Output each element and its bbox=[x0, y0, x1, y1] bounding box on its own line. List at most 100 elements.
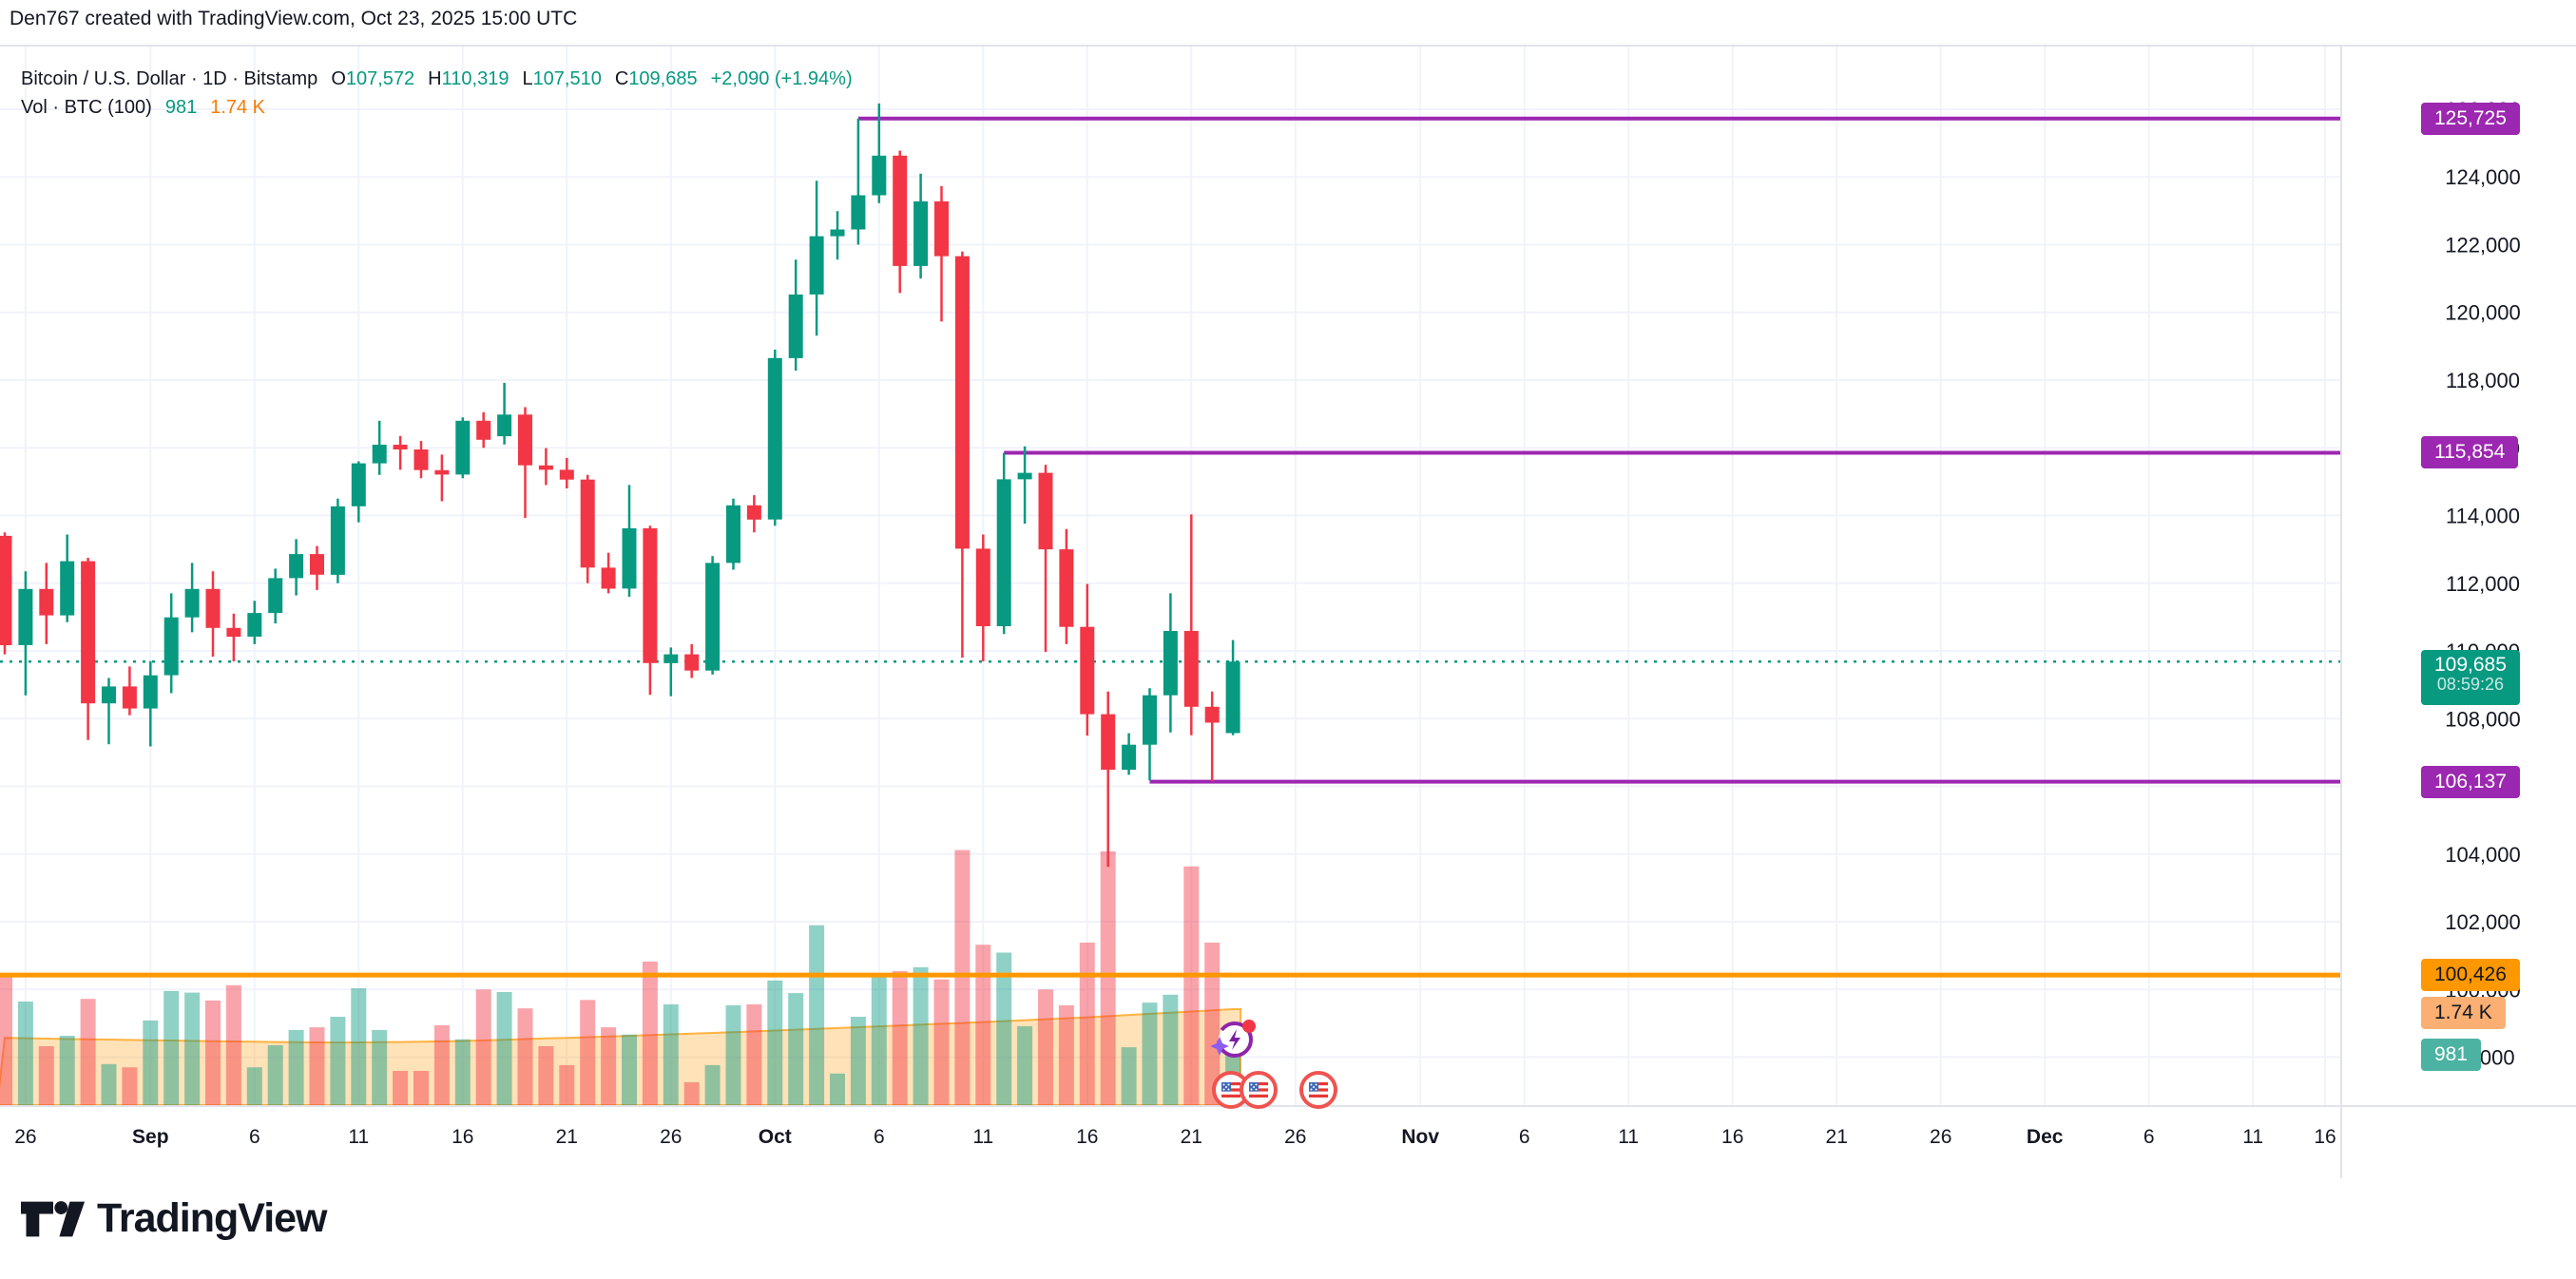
candle-body bbox=[1143, 695, 1157, 745]
x-axis-tick: 26 bbox=[1284, 1126, 1306, 1148]
volume-bar bbox=[1100, 851, 1116, 1105]
volume-bar bbox=[122, 1067, 138, 1105]
volume-bar bbox=[163, 990, 180, 1105]
candle-body bbox=[1225, 661, 1240, 734]
change-value: +2,090 (+1.94%) bbox=[710, 68, 853, 89]
volume-bar bbox=[1079, 943, 1095, 1105]
volume-bar bbox=[559, 1064, 575, 1105]
volume-indicator-title[interactable]: Vol · BTC (100) bbox=[21, 97, 152, 118]
candle-body bbox=[455, 420, 471, 475]
x-axis-tick: Dec bbox=[2027, 1126, 2064, 1148]
volume-bar bbox=[642, 961, 658, 1105]
candle-body bbox=[268, 578, 283, 614]
candle-body bbox=[122, 686, 137, 709]
volume-bar bbox=[601, 1027, 617, 1105]
volume-bar bbox=[788, 993, 804, 1105]
vol-value-badge: 981 bbox=[2421, 1039, 2482, 1071]
volume-bar bbox=[1038, 989, 1053, 1105]
us-flag-event-icon[interactable] bbox=[1239, 1070, 1278, 1110]
candle-body bbox=[538, 465, 553, 470]
candle-body bbox=[476, 420, 491, 440]
candle-body bbox=[0, 535, 12, 645]
close-label: C bbox=[614, 68, 629, 89]
y-axis-tick: 120,000 bbox=[2445, 301, 2521, 325]
x-axis-tick: 16 bbox=[452, 1126, 473, 1148]
y-axis-tick: 104,000 bbox=[2445, 843, 2521, 867]
candle-body bbox=[289, 554, 304, 579]
x-axis-tick: 6 bbox=[874, 1126, 885, 1148]
volume-bar bbox=[288, 1029, 304, 1105]
candle-body bbox=[622, 528, 637, 589]
candle-body bbox=[684, 654, 700, 671]
current-price-badge: 109,685 08:59:26 bbox=[2421, 650, 2520, 705]
candle-body bbox=[601, 567, 616, 589]
volume-bar bbox=[80, 999, 96, 1105]
volume-current-value: 981 bbox=[164, 97, 198, 118]
candle-body bbox=[580, 479, 595, 568]
attribution-text: Den767 created with TradingView.com, Oct… bbox=[10, 8, 578, 29]
candle-body bbox=[788, 294, 803, 358]
volume-bar bbox=[475, 989, 491, 1105]
level-125725-badge: 125,725 bbox=[2421, 103, 2520, 135]
volume-bar bbox=[830, 1073, 845, 1105]
candle-body bbox=[393, 445, 408, 449]
volume-bar bbox=[267, 1044, 283, 1105]
level-115854-badge: 115,854 bbox=[2421, 436, 2519, 468]
candle-body bbox=[60, 561, 75, 616]
volume-bar bbox=[954, 849, 971, 1105]
ai-spark-event-icon[interactable] bbox=[1209, 1015, 1259, 1064]
volume-bar bbox=[433, 1024, 450, 1105]
vol-ma-value-badge: 1.74 K bbox=[2421, 997, 2506, 1029]
volume-bar bbox=[372, 1029, 388, 1105]
candle-body bbox=[913, 200, 929, 266]
volume-bar bbox=[246, 1067, 262, 1105]
volume-bar bbox=[496, 992, 512, 1105]
candle-body bbox=[705, 563, 721, 671]
candle-body bbox=[184, 588, 200, 618]
y-axis-tick: 112,000 bbox=[2446, 572, 2520, 596]
volume-bar bbox=[663, 1004, 679, 1105]
candle-body bbox=[518, 414, 532, 466]
volume-bar bbox=[454, 1039, 471, 1105]
x-axis-tick: 26 bbox=[1930, 1126, 1951, 1148]
volume-bar bbox=[767, 980, 783, 1105]
us-flag-event-icon[interactable] bbox=[1298, 1070, 1338, 1110]
x-axis-tick: 26 bbox=[14, 1126, 36, 1148]
candle-body bbox=[1059, 549, 1074, 627]
x-axis-tick: 6 bbox=[249, 1126, 260, 1148]
candle-body bbox=[330, 506, 345, 575]
y-axis-tick: 124,000 bbox=[2445, 165, 2521, 189]
symbol-title[interactable]: Bitcoin / U.S. Dollar · 1D · Bitstamp bbox=[21, 68, 318, 89]
tradingview-logo-mark bbox=[21, 1200, 86, 1236]
volume-bar bbox=[746, 1004, 762, 1105]
level-106137-badge: 106,137 bbox=[2421, 766, 2520, 798]
us-flag-event-icon[interactable] bbox=[1211, 1070, 1251, 1110]
candle-body bbox=[351, 463, 366, 506]
candle-body bbox=[726, 505, 740, 563]
volume-indicator-legend[interactable]: Vol · BTC (100) 981 1.74 K bbox=[21, 97, 265, 119]
volume-bar bbox=[330, 1017, 346, 1105]
x-axis-tick: 6 bbox=[1519, 1126, 1530, 1148]
volume-ma-value: 1.74 K bbox=[210, 97, 266, 118]
y-axis-tick: 118,000 bbox=[2446, 369, 2520, 392]
x-axis-tick: 11 bbox=[1618, 1126, 1639, 1148]
x-axis-tick: Sep bbox=[132, 1126, 169, 1148]
tradingview-logo-text: TradingView bbox=[97, 1195, 327, 1241]
high-value: 110,319 bbox=[441, 68, 509, 89]
x-axis-tick: 26 bbox=[660, 1126, 682, 1148]
volume-bar bbox=[1204, 943, 1221, 1105]
tradingview-logo[interactable]: TradingView bbox=[21, 1195, 327, 1242]
candle-body bbox=[954, 256, 970, 549]
candle-body bbox=[767, 357, 782, 520]
x-axis-tick: Nov bbox=[1401, 1126, 1439, 1148]
volume-bar bbox=[683, 1081, 700, 1105]
volume-bar bbox=[580, 1000, 596, 1105]
volume-bar bbox=[871, 973, 887, 1105]
volume-bar bbox=[809, 925, 825, 1105]
candle-body bbox=[663, 654, 679, 663]
candle-body bbox=[247, 613, 262, 637]
volume-bar bbox=[59, 1036, 75, 1105]
candle-body bbox=[143, 675, 158, 709]
